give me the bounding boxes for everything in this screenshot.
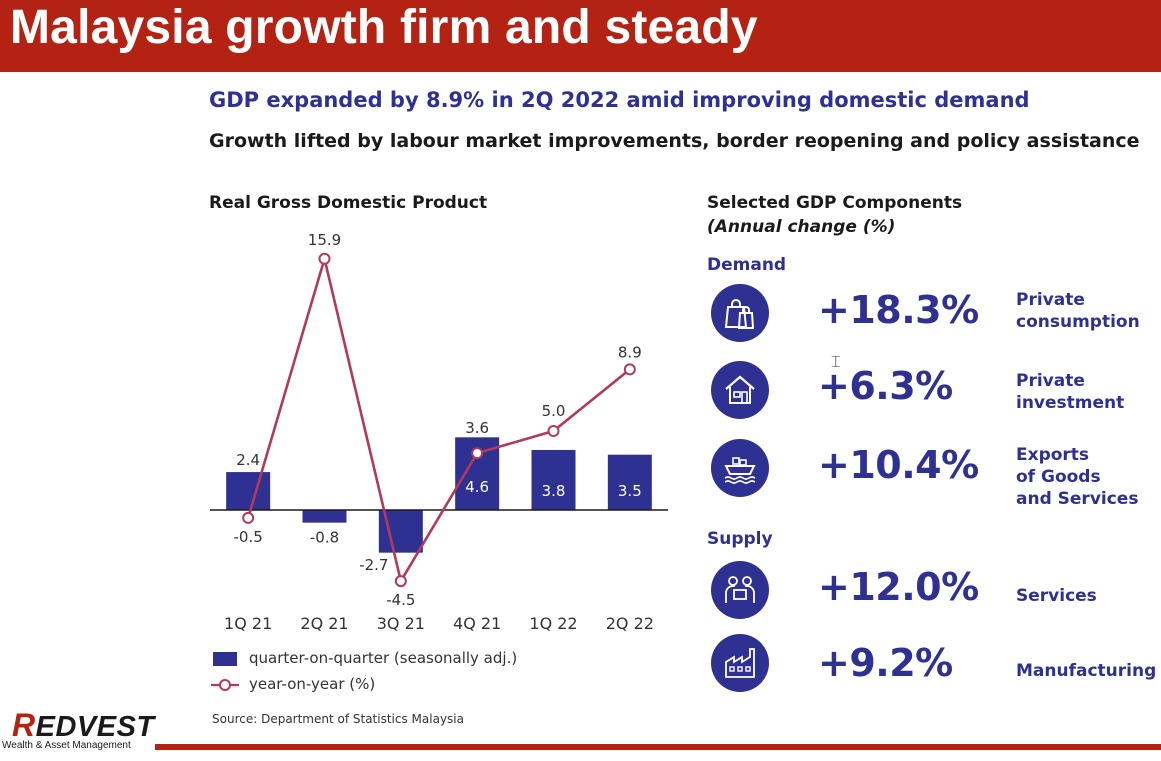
exports-value: +10.4%	[818, 443, 979, 487]
bar-value-label-3: 4.6	[465, 478, 489, 496]
headline: GDP expanded by 8.9% in 2Q 2022 amid imp…	[209, 88, 1030, 112]
text-cursor-icon: ⌶	[831, 352, 841, 371]
bar-0	[226, 472, 271, 510]
yoy-line	[246, 257, 631, 583]
yoy-value-label-2: -4.5	[386, 591, 415, 609]
private-investment-label: Private investment	[1016, 370, 1124, 414]
exports-label: Exports of Goods and Services	[1016, 444, 1138, 510]
label-line: consumption	[1016, 312, 1140, 332]
label-line: Services	[1016, 586, 1097, 606]
label-line: investment	[1016, 393, 1125, 413]
logo-initial: R	[12, 707, 36, 743]
bar-value-label-1: -0.8	[310, 529, 339, 547]
factory-icon	[711, 634, 769, 692]
services-label: Services	[1016, 585, 1097, 607]
slide-title: Malaysia growth firm and steady	[10, 1, 758, 54]
legend-line-swatch	[211, 679, 239, 691]
yoy-point-1	[318, 252, 331, 265]
legend-bar-swatch	[213, 652, 237, 666]
components-subtitle: (Annual change (%)	[707, 217, 896, 237]
cargo-ship-icon	[711, 439, 769, 497]
x-tick-label-5: 2Q 22	[606, 614, 654, 633]
source-note: Source: Department of Statistics Malaysi…	[212, 712, 464, 726]
x-tick-label-1: 2Q 21	[300, 614, 348, 633]
bar-4	[531, 449, 576, 510]
x-tick-label-0: 1Q 21	[224, 614, 272, 633]
house-icon	[711, 361, 769, 419]
label-line: Private	[1016, 371, 1085, 391]
private-consumption-value: +18.3%	[818, 288, 979, 332]
service-workers-icon	[711, 561, 769, 619]
private-investment-value: +6.3%	[818, 364, 953, 408]
chart-title: Real Gross Domestic Product	[209, 193, 488, 213]
yoy-value-label-4: 5.0	[542, 402, 566, 420]
label-line: Private	[1016, 290, 1085, 310]
title-bar: Malaysia growth firm and steady	[0, 0, 1161, 72]
bar-value-label-2: -2.7	[359, 556, 388, 574]
yoy-value-label-5: 8.9	[618, 343, 642, 361]
manufacturing-label: Manufacturing	[1016, 660, 1156, 682]
yoy-point-0	[242, 511, 255, 524]
label-line: and Services	[1016, 489, 1139, 509]
logo-wordmark: REDVEST	[12, 707, 155, 744]
logo-name-rest: EDVEST	[35, 711, 155, 743]
services-value: +12.0%	[818, 565, 979, 609]
yoy-value-label-1: 15.9	[308, 231, 341, 249]
yoy-point-5	[623, 363, 636, 376]
yoy-point-2	[394, 575, 407, 588]
bar-1	[302, 510, 347, 523]
bar-value-label-0: 2.4	[236, 451, 260, 469]
redvest-logo: REDVEST Wealth & Asset Management	[2, 707, 154, 755]
bar-value-label-4: 3.8	[542, 482, 566, 500]
logo-tagline: Wealth & Asset Management	[2, 740, 131, 751]
legend-label-yoy: year-on-year (%)	[249, 675, 376, 693]
label-line: of Goods	[1016, 467, 1101, 487]
legend-label-qoq: quarter-on-quarter (seasonally adj.)	[249, 649, 518, 667]
gdp-chart: 2.4 -0.8 -2.7 4.6 3.8 3.5 -0.5 15.9 -4.5 3.6 5.0 8.…	[210, 231, 668, 633]
bar-5	[607, 454, 652, 510]
yoy-point-3	[471, 447, 484, 460]
x-tick-label-4: 1Q 22	[529, 614, 577, 633]
components-title: Selected GDP Components	[707, 193, 963, 213]
label-line: Manufacturing	[1016, 661, 1157, 681]
yoy-point-4	[547, 425, 560, 437]
label-line: Exports	[1016, 445, 1090, 465]
subheadline: Growth lifted by labour market improveme…	[209, 130, 1140, 152]
yoy-value-label-3: 3.6	[465, 419, 489, 437]
yoy-value-label-0: -0.5	[234, 528, 263, 546]
private-consumption-label: Private consumption	[1016, 289, 1140, 333]
demand-label: Demand	[707, 255, 787, 275]
x-tick-label-3: 4Q 21	[453, 614, 501, 633]
x-tick-label-2: 3Q 21	[377, 614, 425, 633]
manufacturing-value: +9.2%	[818, 641, 953, 685]
supply-label: Supply	[707, 529, 773, 549]
bottom-rule	[155, 744, 1161, 750]
shopping-bags-icon	[711, 284, 769, 342]
bar-value-label-5: 3.5	[618, 482, 642, 500]
